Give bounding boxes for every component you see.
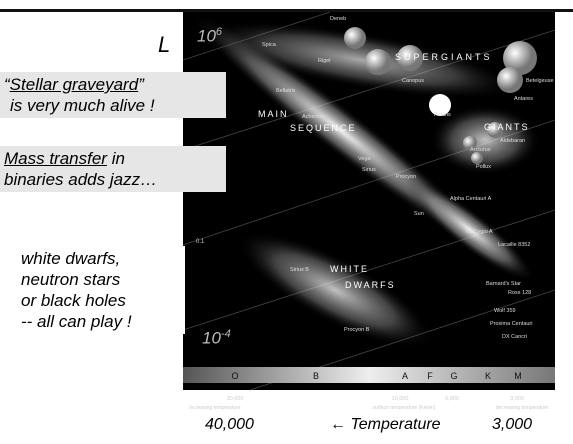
temperature-label: 10,000 xyxy=(392,396,409,402)
text: in xyxy=(107,149,125,168)
star-label: Rigel xyxy=(318,58,331,64)
spectral-class: M xyxy=(514,371,522,381)
x-title: ← Temperature xyxy=(330,416,441,434)
star-label: Proxima Centauri xyxy=(490,321,533,327)
line: white dwarfs, xyxy=(21,248,181,269)
region-label: SUPERGIANTS xyxy=(395,52,493,62)
star-label: Lacaille 8352 xyxy=(498,242,530,248)
star-label: Bellatrix xyxy=(276,88,296,94)
temperature-label: 3,000 xyxy=(510,396,524,402)
spectral-class: K xyxy=(485,371,491,381)
region-label: DWARFS xyxy=(345,280,396,290)
axis-note: surface temperature (Kelvin) xyxy=(372,405,435,411)
star-label: Pollux xyxy=(476,164,491,170)
line: or black holes xyxy=(21,290,181,311)
star-label: Antares xyxy=(514,96,533,102)
base: 10 xyxy=(202,329,221,348)
star-label: Sirius B xyxy=(290,267,309,273)
star-label: Sun xyxy=(414,211,424,217)
spectral-class: O xyxy=(231,371,238,381)
star-label: Ross 128 xyxy=(508,290,531,296)
region-label: MAIN xyxy=(258,109,289,119)
star-label: Aldebaran xyxy=(500,138,525,144)
exponent: 6 xyxy=(216,26,222,38)
y-tick-label: 0.1 xyxy=(196,239,205,245)
axis-note: increasing temperature xyxy=(189,405,240,411)
line: Mass transfer in xyxy=(4,148,222,169)
line: is very much alive ! xyxy=(4,95,222,116)
star-label: Spica xyxy=(262,42,277,48)
underlined-text: Mass transfer xyxy=(4,149,107,168)
y-top-label: 106 xyxy=(197,26,222,47)
line: binaries adds jazz… xyxy=(4,169,222,190)
hr-diagram: SUPERGIANTS GIANTS MAINSEQUENCE WHITE DWARFS… xyxy=(0,0,573,444)
line: -- all can play ! xyxy=(21,311,181,332)
region-label: WHITE xyxy=(330,264,369,274)
star-label: Achernar xyxy=(302,114,324,120)
star-label: Vega xyxy=(358,156,371,162)
star-label: Betelgeuse xyxy=(526,78,554,84)
spectral-band xyxy=(183,367,555,383)
star-label: Wolf 359 xyxy=(494,308,516,314)
graveyard-box: “Stellar graveyard” is very much alive ! xyxy=(0,72,226,118)
star-label: Canopus xyxy=(402,78,424,84)
region-label: SEQUENCE xyxy=(290,123,357,133)
x-right-label: 3,000 xyxy=(492,416,532,434)
quote: ” xyxy=(138,75,144,94)
x-left-label: 40,000 xyxy=(205,416,254,434)
spectral-class: A xyxy=(402,371,408,381)
mass-transfer-box: Mass transfer in binaries adds jazz… xyxy=(0,146,226,192)
star-label: Procyon xyxy=(396,174,416,180)
luminosity-label: L xyxy=(158,32,170,58)
star-label: DX Cancri xyxy=(502,334,527,340)
star-label: Deneb xyxy=(330,16,346,22)
line: “Stellar graveyard” xyxy=(4,74,222,95)
underlined-text: Stellar graveyard xyxy=(10,75,139,94)
spectral-class: B xyxy=(313,371,319,381)
star-label: Procyon B xyxy=(344,327,370,333)
spectral-class: G xyxy=(450,371,457,381)
axis-note: decreasing temperature xyxy=(496,405,549,411)
region-label: GIANTS xyxy=(484,122,530,132)
star-label: 61 Cygni A xyxy=(466,229,493,235)
line: neutron stars xyxy=(21,269,181,290)
spectral-class: F xyxy=(427,371,433,381)
temperature-label: 30,000 xyxy=(227,396,244,402)
star-label: Alpha Centauri A xyxy=(450,196,492,202)
slide: SUPERGIANTS GIANTS MAINSEQUENCE WHITE DWARFS… xyxy=(0,0,573,444)
star-label: Sirius xyxy=(362,167,376,173)
y-bottom-label: 10-4 xyxy=(202,328,231,349)
temperature-label: 6,000 xyxy=(445,396,459,402)
base: 10 xyxy=(197,27,216,46)
star-label: Arcturus xyxy=(470,147,491,153)
star-label: Polaris xyxy=(434,112,451,118)
exponent: -4 xyxy=(221,328,231,340)
compact-objects-box: white dwarfs, neutron stars or black hol… xyxy=(17,246,185,334)
star-label: Barnard's Star xyxy=(486,281,521,287)
